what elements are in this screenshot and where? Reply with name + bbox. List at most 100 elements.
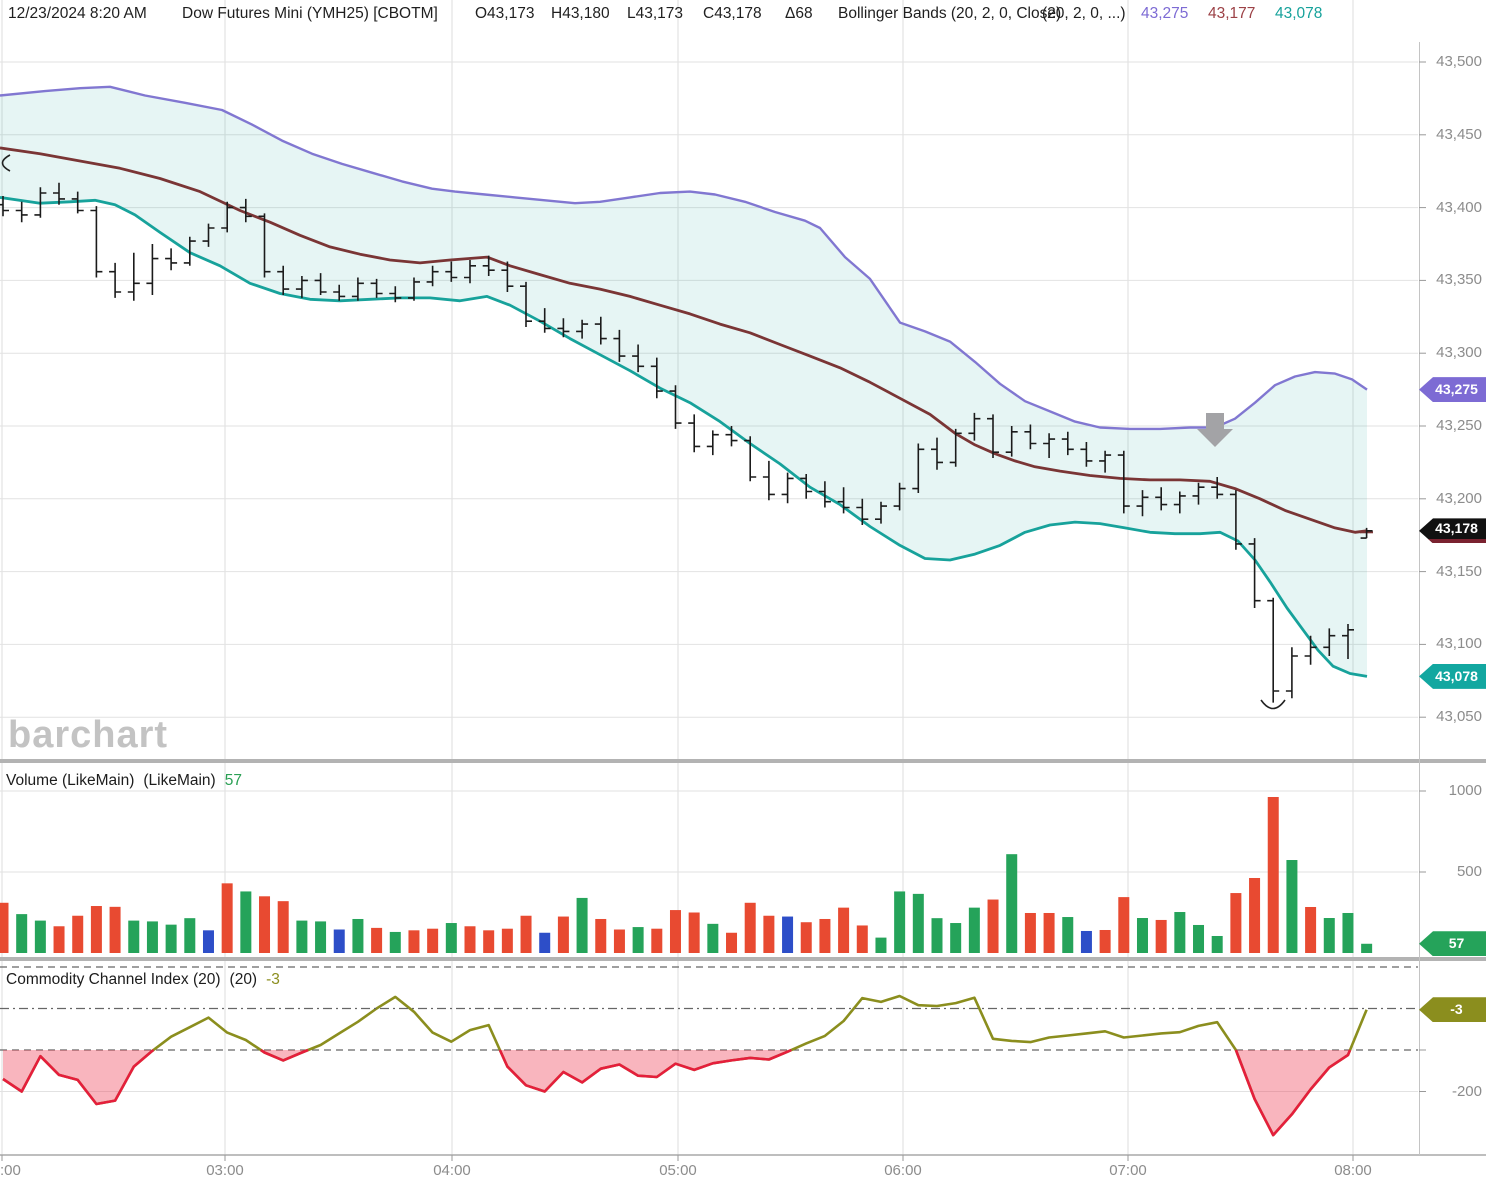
volume-bar — [987, 899, 999, 953]
volume-bar — [53, 926, 65, 953]
header-high: H43,180 — [551, 5, 610, 22]
cci-current-value: -3 — [266, 971, 280, 988]
volume-panel-title[interactable]: Volume (LikeMain) (LikeMain) 57 — [6, 772, 242, 790]
header-bb-upper-value: 43,275 — [1141, 5, 1189, 22]
cci-axis-label: -200 — [1451, 1082, 1482, 1100]
time-axis-label: 08:00 — [1334, 1162, 1372, 1179]
volume-bar — [669, 910, 681, 953]
header-datetime: 12/23/2024 8:20 AM — [8, 5, 147, 22]
volume-bar — [950, 923, 962, 953]
cci-line-below-threshold — [498, 1048, 792, 1093]
volume-bar — [184, 918, 196, 953]
volume-bar — [259, 896, 271, 953]
time-axis-label: :00 — [0, 1162, 21, 1179]
volume-axis-label: 500 — [1456, 863, 1482, 880]
price-axis-label: 43,200 — [1436, 489, 1482, 507]
volume-bar — [1062, 917, 1074, 953]
volume-bar — [632, 927, 644, 953]
header-change: Δ68 — [785, 5, 813, 22]
price-axis-label: 43,150 — [1436, 562, 1482, 580]
price-axis-label: 43,250 — [1436, 417, 1482, 434]
cci-panel-title[interactable]: Commodity Channel Index (20) (20) -3 — [6, 971, 280, 989]
cci-line-below-threshold — [260, 1048, 309, 1062]
header-symbol: Dow Futures Mini (YMH25) [CBOTM] — [182, 5, 438, 22]
volume-bar — [277, 901, 289, 953]
volume-bar — [165, 924, 177, 953]
volume-bar — [146, 921, 158, 953]
volume-bar — [408, 930, 420, 953]
volume-bar — [557, 916, 569, 953]
price-axis-label: 43,050 — [1436, 708, 1482, 726]
cci-subtitle-text: (20) — [229, 971, 258, 988]
volume-bar — [894, 891, 906, 953]
volume-title-text: Volume (LikeMain) — [6, 772, 135, 789]
volume-bar — [16, 914, 28, 953]
time-axis-label: 03:00 — [206, 1162, 244, 1179]
volume-bar — [800, 922, 812, 953]
time-axis-label: 04:00 — [433, 1162, 471, 1179]
volume-bar — [1099, 929, 1111, 953]
bb-lower-badge: 43,078 — [1419, 663, 1486, 689]
volume-bar — [856, 925, 868, 953]
header-low: L43,173 — [627, 5, 684, 22]
volume-bar — [389, 931, 401, 953]
volume-bar — [576, 897, 588, 953]
price-axis-label: 43,100 — [1436, 635, 1482, 653]
volume-bar — [688, 912, 700, 953]
volume-bar — [1230, 893, 1242, 953]
volume-bar — [782, 916, 794, 953]
volume-bar — [34, 920, 46, 953]
volume-bar — [651, 928, 663, 953]
volume-current-value: 57 — [224, 772, 242, 789]
volume-bar — [912, 893, 924, 953]
volume-bar — [1267, 796, 1279, 953]
volume-bar — [333, 929, 345, 953]
price-axis-label: 43,300 — [1436, 344, 1482, 362]
volume-bar — [595, 918, 607, 953]
volume-bar — [128, 920, 140, 953]
volume-bar — [819, 918, 831, 953]
volume-bar — [1249, 877, 1261, 953]
bollinger-lower-line — [0, 196, 1368, 678]
cci-badge: -3 — [1419, 997, 1486, 1023]
volume-bar — [72, 915, 84, 953]
volume-bar — [483, 930, 495, 953]
volume-bar — [520, 915, 532, 953]
volume-bar — [427, 928, 439, 953]
cci-oversold-fill — [3, 1050, 154, 1104]
volume-bar — [1155, 919, 1167, 953]
price-axis-label: 43,450 — [1436, 125, 1482, 143]
volume-bar — [744, 902, 756, 953]
ohlc-bars — [0, 182, 1373, 703]
volume-bar — [1361, 943, 1373, 953]
volume-bar — [968, 907, 980, 953]
volume-bar — [90, 906, 102, 953]
price-axis-label: 43,400 — [1436, 198, 1482, 216]
volume-bar — [1024, 912, 1036, 953]
volume-bar — [464, 926, 476, 953]
cci-title-text: Commodity Channel Index (20) — [6, 971, 221, 988]
circle-annotation-left-edge — [1, 154, 11, 172]
header-study-label[interactable]: Bollinger Bands (20, 2, 0, Close) — [838, 5, 1062, 22]
volume-bar — [352, 918, 364, 953]
bollinger-band-fill — [0, 86, 1367, 677]
cci-oversold-fill — [260, 1050, 309, 1061]
volume-bar — [613, 929, 625, 953]
volume-bar — [240, 891, 252, 953]
price-axis-label: 43,350 — [1436, 271, 1482, 289]
header-bb-middle-value: 43,177 — [1208, 5, 1256, 22]
volume-bar — [838, 907, 850, 953]
price-axis-label: 43,500 — [1436, 53, 1482, 70]
bollinger-middle-line — [0, 146, 1368, 534]
volume-bar — [109, 906, 121, 953]
volume-bar — [1118, 897, 1130, 953]
last-price-badge: 43,178 — [1419, 518, 1486, 544]
volume-bar — [1043, 912, 1055, 953]
header-close: C43,178 — [703, 5, 762, 22]
volume-bar — [202, 930, 214, 953]
header-study-params[interactable]: (20, 2, 0, ...) — [1042, 5, 1126, 22]
circle-annotation-low — [1260, 699, 1286, 710]
volume-badge: 57 — [1419, 931, 1486, 957]
